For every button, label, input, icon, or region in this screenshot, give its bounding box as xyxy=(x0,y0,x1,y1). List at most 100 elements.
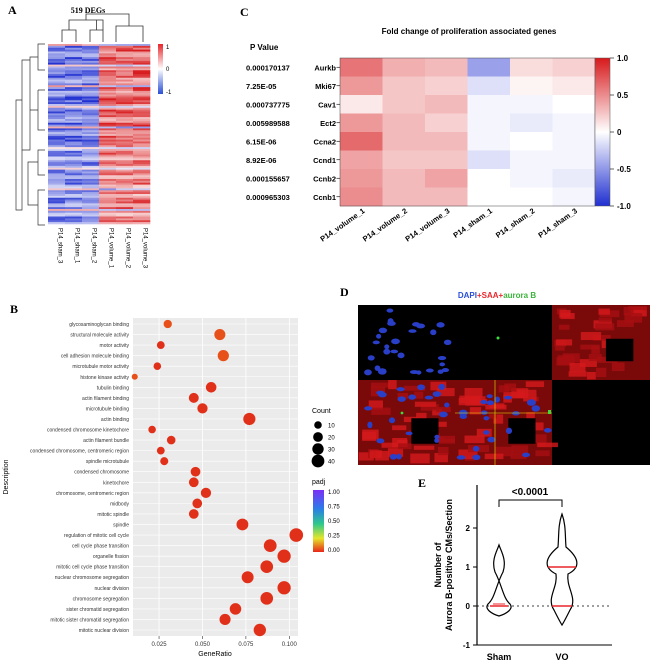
tile-texture xyxy=(410,453,430,464)
heatmap-a-cell xyxy=(82,77,100,80)
tile-texture xyxy=(469,407,482,415)
go-term-label: mitotic cell cycle phase transition xyxy=(56,565,129,571)
heatmap-a-cell xyxy=(65,79,83,82)
heatmap-a-cell xyxy=(133,115,151,118)
tile-nucleus xyxy=(439,362,446,367)
heatmap-a-cell xyxy=(82,197,100,200)
heatmap-a-cell xyxy=(133,190,151,193)
heatmap-a-cell xyxy=(116,173,134,176)
heatmap-c-cell xyxy=(510,187,553,207)
go-term-label: tubulin binding xyxy=(97,385,129,391)
heatmap-a-cell xyxy=(48,64,66,67)
panel-a-letter: A xyxy=(8,3,17,17)
tile-texture xyxy=(508,418,536,444)
pvalue-label: 0.000737775 xyxy=(246,100,290,109)
heatmap-a-cell xyxy=(116,186,134,189)
heatmap-a-cell xyxy=(48,51,66,54)
heatmap-a-cell xyxy=(116,195,134,199)
heatmap-a-cell xyxy=(116,70,134,73)
heatmap-a-cell xyxy=(65,149,83,152)
heatmap-a-cell xyxy=(48,175,66,178)
heatmap-a-cell xyxy=(116,109,134,112)
heatmap-a-cell xyxy=(116,177,134,180)
panel-c-letter: C xyxy=(240,5,249,19)
heatmap-a-cell xyxy=(99,87,117,90)
tile-nucleus xyxy=(384,344,390,350)
heatmap-a-cell xyxy=(99,117,117,120)
heatmap-a-cell xyxy=(65,126,83,129)
heatmap-a-cell xyxy=(65,158,83,161)
heatmap-a-cell xyxy=(116,152,134,155)
heatmap-a-cell xyxy=(116,66,134,69)
heatmap-a-cell xyxy=(82,207,100,210)
heatmap-a-cell xyxy=(133,207,151,210)
heatmap-a-cell xyxy=(116,135,134,139)
go-term-point xyxy=(289,528,304,542)
count-legend-label: 40 xyxy=(328,460,335,466)
panel-b: B glycosaminoglycan binding structural mo… xyxy=(3,302,340,658)
tile-nucleus xyxy=(444,402,450,408)
heatmap-a-cell xyxy=(116,122,134,125)
heatmap-c-cell xyxy=(425,95,468,114)
heatmap-a-cell xyxy=(133,109,151,112)
tile-texture xyxy=(413,445,435,450)
heatmap-a-cell xyxy=(133,111,151,114)
heatmap-a-cell xyxy=(133,139,151,142)
heatmap-c-cell xyxy=(340,169,383,188)
heatmap-a-cell xyxy=(133,105,151,109)
heatmap-a-cell xyxy=(65,143,83,146)
tile-nucleus xyxy=(456,455,466,460)
heatmap-a-cell xyxy=(133,197,151,200)
heatmap-a-cell xyxy=(99,135,117,139)
heatmap-a-cell xyxy=(116,85,134,88)
heatmap-a-cell xyxy=(82,156,100,159)
colorbar-tick-label: -1.0 xyxy=(617,202,631,211)
heatmap-a-cell xyxy=(48,90,66,94)
heatmap-a-cell xyxy=(48,188,66,191)
panel-a: A 519 DEGs P14_sham_3 P14_sham_1 P14_sham_… xyxy=(8,3,172,269)
go-term-point xyxy=(260,560,274,574)
gene-label: Cav1 xyxy=(318,100,336,109)
heatmap-a-cell xyxy=(133,162,151,165)
y-tick-label: 1 xyxy=(466,563,471,572)
heatmap-a-cell xyxy=(99,188,117,191)
heatmap-a-cell xyxy=(116,132,134,135)
tile-nucleus xyxy=(434,438,440,443)
heatmap-a-cell xyxy=(82,111,100,114)
heatmap-a-cell xyxy=(99,205,117,208)
heatmap-c-cell xyxy=(382,58,426,77)
heatmap-a-cell xyxy=(65,130,83,133)
tile-green-dot xyxy=(496,336,500,340)
heatmap-a-cell xyxy=(99,152,117,155)
heatmap-a-cell xyxy=(116,154,134,157)
heatmap-a-cell xyxy=(65,113,83,116)
heatmap-a-cell xyxy=(133,143,151,146)
go-term-label: condensed chromosome, centromeric region xyxy=(30,449,129,455)
micrograph-tile xyxy=(358,380,459,465)
violin-ylabel-line1: Number of xyxy=(433,541,443,587)
heatmap-c-cell xyxy=(552,76,596,96)
heatmap-c-cell xyxy=(382,113,426,133)
heatmap-a-cell xyxy=(48,130,66,133)
heatmap-a-cell xyxy=(82,83,100,86)
go-term-label: actin binding xyxy=(101,417,129,423)
tile-texture xyxy=(485,404,507,410)
heatmap-a-cell xyxy=(99,70,117,73)
panel-a-title: 519 DEGs xyxy=(71,6,105,15)
heatmap-a-cell xyxy=(99,85,117,88)
dotplot-term-labels: glycosaminoglycan binding structural mole… xyxy=(30,322,129,634)
heatmap-a-cell xyxy=(65,216,83,219)
heatmap-a-cell xyxy=(99,107,117,110)
heatmap-a-cell xyxy=(48,222,66,225)
padj-tick-label: 0.50 xyxy=(328,519,340,525)
heatmap-a-cell xyxy=(65,120,83,124)
heatmap-a-cell xyxy=(99,119,117,122)
heatmap-a-cell xyxy=(133,87,151,90)
heatmap-a-cell xyxy=(99,111,117,114)
heatmap-a-cell xyxy=(133,49,151,52)
heatmap-a-cell xyxy=(82,55,100,58)
heatmap-a-cell xyxy=(65,184,83,187)
heatmap-a-cell xyxy=(82,59,100,62)
heatmap-a-cell xyxy=(116,150,134,154)
gene-label: Aurkb xyxy=(314,63,336,72)
